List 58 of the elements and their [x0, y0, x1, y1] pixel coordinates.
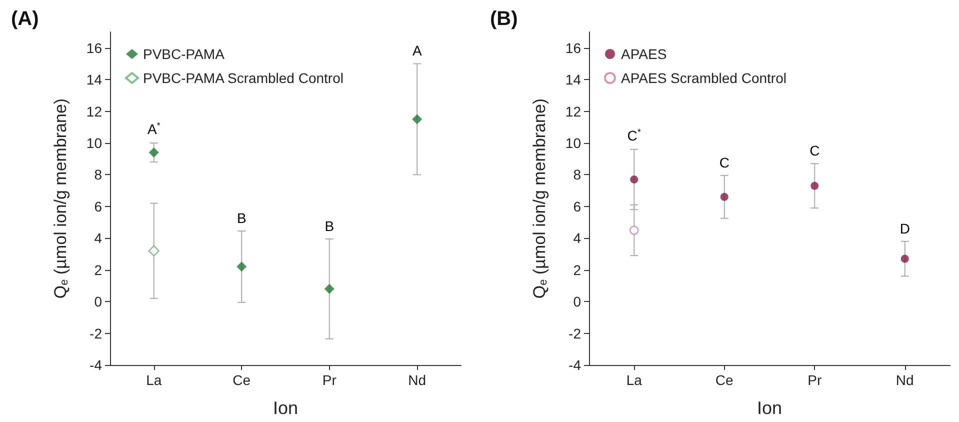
y-tick-label: 12	[86, 103, 102, 120]
point	[720, 192, 728, 201]
y-axis-title: Qe (µmol ion/g membrane)	[50, 98, 70, 299]
point	[630, 226, 639, 235]
y-tick-label: 4	[573, 230, 582, 246]
y-tick-label: 10	[86, 135, 102, 151]
y-tick-label: 14	[565, 72, 582, 88]
x-axis-title: Ion	[756, 398, 782, 418]
x-tick-label: Nd	[408, 372, 426, 388]
point	[810, 182, 819, 190]
point	[900, 254, 909, 263]
x-tick-label: Pr	[808, 372, 822, 388]
legend-label: PVBC-PAMA Scrambled Control	[143, 70, 344, 86]
y-tick-label: 4	[94, 230, 102, 246]
y-axis-title: Qe (µmol ion/g membrane)	[530, 98, 550, 299]
y-tick-label: 0	[573, 294, 582, 310]
y-tick-label: 2	[94, 262, 102, 278]
annotation: A	[412, 42, 422, 59]
legend-label: PVBC-PAMA	[143, 46, 226, 62]
x-tick-label: La	[626, 372, 642, 388]
x-tick-label: Nd	[896, 372, 914, 388]
point	[630, 175, 638, 184]
x-tick-label: Ce	[232, 372, 251, 388]
annotation: B	[324, 218, 334, 234]
legend-label: APAES Scrambled Control	[621, 70, 786, 86]
y-tick-label: 16	[86, 40, 102, 56]
y-tick-label: 6	[94, 198, 102, 214]
y-tick-label: 0	[94, 294, 102, 310]
y-tick-label: 8	[94, 166, 102, 183]
point	[236, 262, 247, 272]
annotation: C	[719, 154, 730, 171]
x-tick-label: Ce	[715, 372, 734, 388]
y-tick-label: -2	[568, 325, 582, 342]
annotation: C	[810, 142, 820, 159]
annotation: C*	[627, 126, 642, 144]
annotation: D	[900, 220, 910, 236]
x-tick-label: La	[146, 372, 162, 388]
y-tick-label: -4	[568, 357, 582, 373]
point	[412, 114, 422, 124]
y-tick-label: -4	[90, 357, 102, 373]
annotation: B	[236, 210, 246, 226]
legend-label: APAES	[621, 46, 667, 62]
y-tick-label: 12	[565, 103, 582, 120]
chart-title: (A)	[11, 8, 39, 30]
point	[148, 148, 159, 158]
annotation: A*	[147, 120, 161, 137]
point	[148, 245, 160, 256]
y-tick-label: 8	[573, 166, 582, 183]
y-tick-label: 6	[573, 198, 582, 214]
y-tick-label: 2	[573, 262, 582, 278]
y-tick-label: 16	[565, 40, 582, 56]
x-axis-title: Ion	[272, 398, 298, 418]
y-tick-label: -2	[90, 325, 102, 342]
y-tick-label: 14	[86, 72, 102, 88]
y-tick-label: 10	[565, 135, 582, 151]
x-tick-label: Pr	[322, 372, 337, 388]
chart-title: (B)	[490, 8, 518, 30]
point	[324, 284, 334, 294]
